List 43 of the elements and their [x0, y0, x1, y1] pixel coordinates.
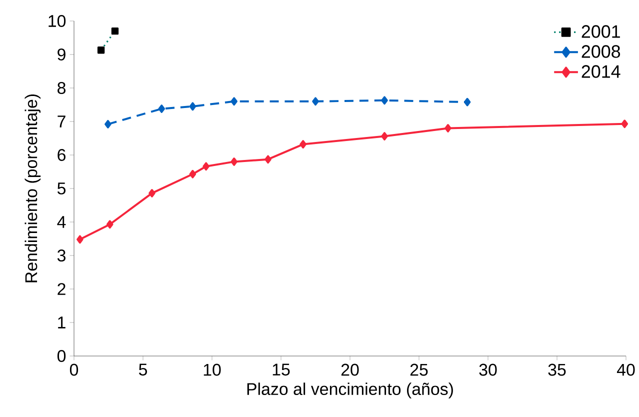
point — [202, 162, 210, 171]
point — [189, 170, 196, 178]
point — [106, 220, 114, 229]
y-tick-label: 9 — [58, 48, 66, 60]
y-tick-label: 5 — [57, 182, 66, 194]
y-tick-label: 6 — [58, 149, 66, 161]
point — [444, 124, 452, 132]
x-tick-label: 40 — [616, 364, 635, 376]
x-tick-label: 20 — [341, 364, 359, 376]
x-tick-label: 15 — [272, 364, 290, 376]
y-tick-label: 7 — [58, 116, 66, 128]
y-tick-label: 10 — [48, 15, 66, 27]
point — [148, 189, 156, 198]
point — [300, 140, 306, 148]
x-tick-label: 0 — [70, 364, 78, 376]
legend-label: 2001 — [582, 25, 620, 38]
y-tick-label: 4 — [57, 216, 66, 228]
y-tick-label: 1 — [58, 316, 66, 328]
point — [621, 120, 628, 128]
legend-label: 2014 — [582, 65, 620, 78]
y-axis-title: Rendimiento (porcentaje) — [24, 94, 41, 282]
x-tick-label: 30 — [479, 364, 497, 376]
point — [104, 120, 112, 128]
point — [381, 132, 388, 140]
y-tick-label: 2 — [58, 283, 66, 295]
y-tick-label: 8 — [58, 82, 66, 94]
x-tick-label: 5 — [138, 364, 147, 376]
point — [230, 158, 238, 166]
point — [189, 102, 196, 111]
point — [381, 96, 388, 105]
legend-label: 2008 — [582, 45, 620, 58]
x-axis-title: Plazo al vencimiento (años) — [247, 382, 453, 398]
point — [312, 97, 319, 106]
x-tick-label: 25 — [410, 364, 428, 376]
x-tick-label: 35 — [548, 364, 566, 376]
point — [230, 97, 238, 106]
y-tick-label: 0 — [57, 350, 66, 362]
x-tick-label: 10 — [204, 364, 221, 376]
point — [76, 235, 84, 244]
point — [464, 98, 471, 106]
y-tick-label: 3 — [57, 250, 66, 262]
point — [158, 104, 166, 113]
point — [264, 155, 272, 164]
